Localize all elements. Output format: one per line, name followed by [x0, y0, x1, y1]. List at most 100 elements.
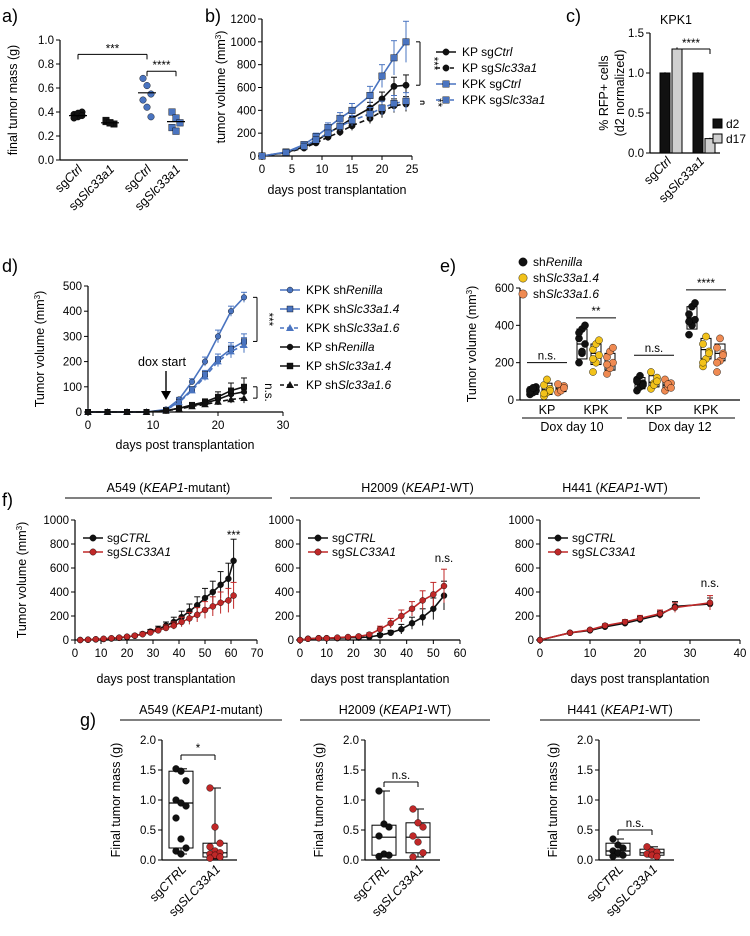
y-tick-label: 1.5	[343, 765, 359, 777]
sig-label: ***	[227, 530, 241, 542]
data-point	[375, 852, 383, 861]
y-tick-label: 0	[528, 635, 534, 647]
data-point	[375, 787, 383, 795]
y-tick-label: 2.0	[577, 735, 593, 747]
series-f6-1-point	[419, 597, 426, 604]
chart-title: A549 (KEAP1-mutant)	[107, 481, 231, 495]
data-point	[177, 850, 185, 858]
sig-label: ****	[153, 60, 171, 72]
series-b3-point	[312, 136, 320, 144]
panel-label-g: g)	[80, 710, 96, 730]
series-f5-1-point	[84, 636, 92, 643]
y-tick-label: 0.0	[628, 148, 644, 160]
y-tick-label: 0.0	[343, 855, 359, 867]
x-tick-label: 10	[95, 648, 108, 660]
data-point	[206, 843, 214, 851]
series-f5-1-point	[147, 629, 154, 636]
series-d5-point	[84, 408, 92, 415]
data-point	[168, 108, 176, 116]
sig-label: n.s.	[645, 343, 664, 355]
series-f6-1-point	[376, 626, 384, 633]
series-d2-point	[227, 347, 235, 355]
series-d2-point	[201, 372, 209, 380]
x-tick-label: 30	[277, 420, 290, 432]
legend-marker	[554, 548, 562, 556]
legend-label: sgCTRL	[572, 531, 616, 545]
x-tick-label: 30	[684, 648, 697, 660]
y-tick-label: 400	[515, 587, 534, 599]
series-d5-point	[103, 408, 112, 415]
series-d5-point	[214, 398, 222, 405]
series-f6-1-point	[366, 631, 373, 638]
legend-marker	[89, 534, 97, 542]
y-tick-label: 0	[508, 395, 514, 407]
legend-marker	[442, 80, 450, 88]
series-b3-point	[324, 129, 332, 137]
series-d5-point	[227, 395, 235, 403]
panel-label-e: e)	[440, 256, 456, 276]
series-f6-1-point	[296, 636, 304, 644]
series-b3-point	[402, 97, 410, 105]
x-tick-label: 60	[454, 648, 467, 660]
x-tick-label: 0	[72, 648, 78, 660]
legend-label: sgSLC33A1	[107, 545, 171, 559]
data-point	[216, 839, 224, 847]
series-b0-point	[402, 81, 410, 89]
series-b2-point	[366, 92, 374, 99]
x-tick-label: 70	[251, 648, 264, 660]
annotation-arrowhead	[161, 391, 171, 400]
y-tick-label: 400	[50, 587, 69, 599]
data-point	[589, 368, 597, 376]
legend-label: d2	[726, 117, 740, 131]
x-tick-label: 0	[259, 164, 265, 176]
legend-label: KP sgCtrl	[462, 45, 513, 59]
series-d4-point	[240, 383, 247, 390]
legend-label: KP shSlc33a1.6	[306, 378, 392, 392]
data-point	[182, 777, 190, 785]
x-tick-label: 20	[347, 648, 360, 660]
series-f5-1-point	[193, 611, 201, 618]
series-d0-point	[240, 294, 247, 301]
y-tick-label: 800	[515, 539, 534, 551]
data-point	[575, 358, 583, 367]
legend-swatch	[712, 118, 723, 129]
series-d0-point	[188, 378, 195, 385]
series-b3-point	[336, 122, 344, 130]
y-tick-label: 1.5	[577, 765, 593, 777]
y-tick-label: 1.5	[628, 28, 644, 40]
legend-label: KPK shSlc33a1.6	[306, 321, 400, 335]
y-axis-label: Tumor volume (mm3)	[15, 522, 30, 639]
legend-marker	[314, 548, 322, 556]
data-point	[581, 340, 589, 348]
charts: 0.0 0.2 0.4 0.6 0.8 1.0 final tumor mass (g) sg…	[6, 13, 746, 919]
panel-label-d: d)	[2, 256, 18, 276]
data-point	[177, 835, 185, 843]
series-b2-point	[402, 38, 410, 46]
series-f6-0-point	[376, 632, 384, 639]
group-label: KP	[539, 403, 556, 417]
y-tick-label: 0.0	[577, 855, 593, 867]
data-point	[713, 358, 721, 367]
y-tick-label: 800	[275, 539, 294, 551]
data-point	[70, 114, 78, 122]
series-f6-0-point	[398, 626, 405, 633]
panel-label-f: f)	[2, 490, 13, 510]
y-tick-label: 0.5	[628, 108, 644, 120]
sig-label: n.s.	[262, 383, 274, 402]
series-f7-1-point	[566, 629, 574, 636]
y-axis-label: Final tumor mass (g)	[546, 743, 560, 858]
legend-marker	[89, 548, 97, 556]
data-point	[147, 113, 155, 121]
chart-title: A549 (KEAP1-mutant)	[139, 703, 263, 717]
y-tick-label: 1200	[230, 14, 256, 26]
y-tick-label: 1000	[268, 515, 294, 527]
y-tick-label: 400	[495, 320, 514, 332]
data-point	[609, 835, 617, 843]
series-d5-point	[123, 408, 131, 415]
data-point	[589, 355, 597, 363]
y-tick-label: 200	[63, 357, 82, 369]
series-f5-1-point	[178, 618, 185, 626]
series-f5-1-point	[217, 599, 224, 606]
x-axis-label: days post transplantation	[97, 672, 236, 686]
sig-label: n.s.	[626, 818, 645, 830]
